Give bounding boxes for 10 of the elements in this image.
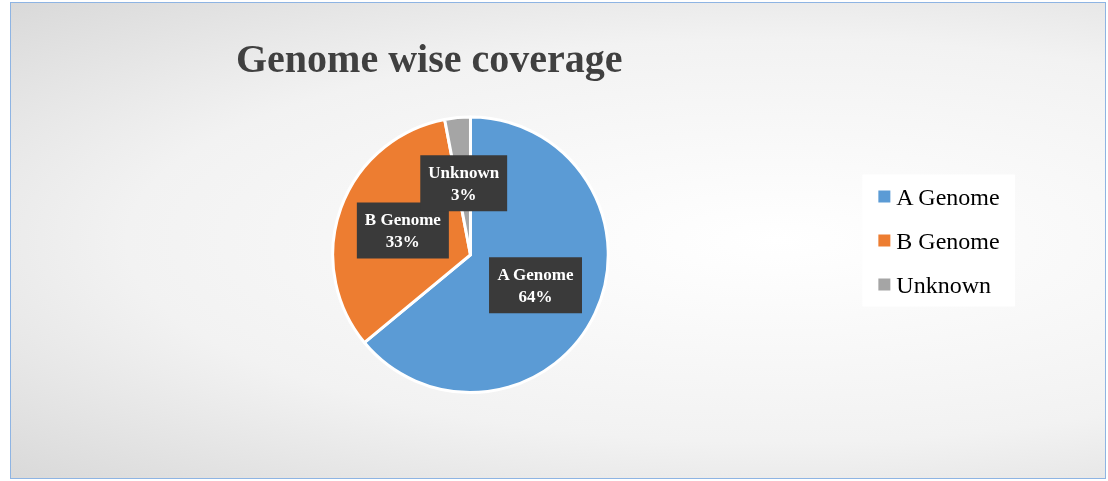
- legend-label: B Genome: [896, 227, 1000, 254]
- chart-title: Genome wise coverage: [236, 35, 623, 81]
- slice-label: Unknown: [428, 162, 500, 182]
- legend-label: Unknown: [896, 271, 992, 298]
- slice-label: A Genome: [497, 264, 574, 284]
- data-label: 3%: [450, 184, 477, 204]
- data-label: 33%: [385, 231, 420, 251]
- slice-label: B Genome: [364, 209, 442, 229]
- legend-label: A Genome: [896, 183, 1000, 210]
- data-label: 64%: [518, 286, 553, 306]
